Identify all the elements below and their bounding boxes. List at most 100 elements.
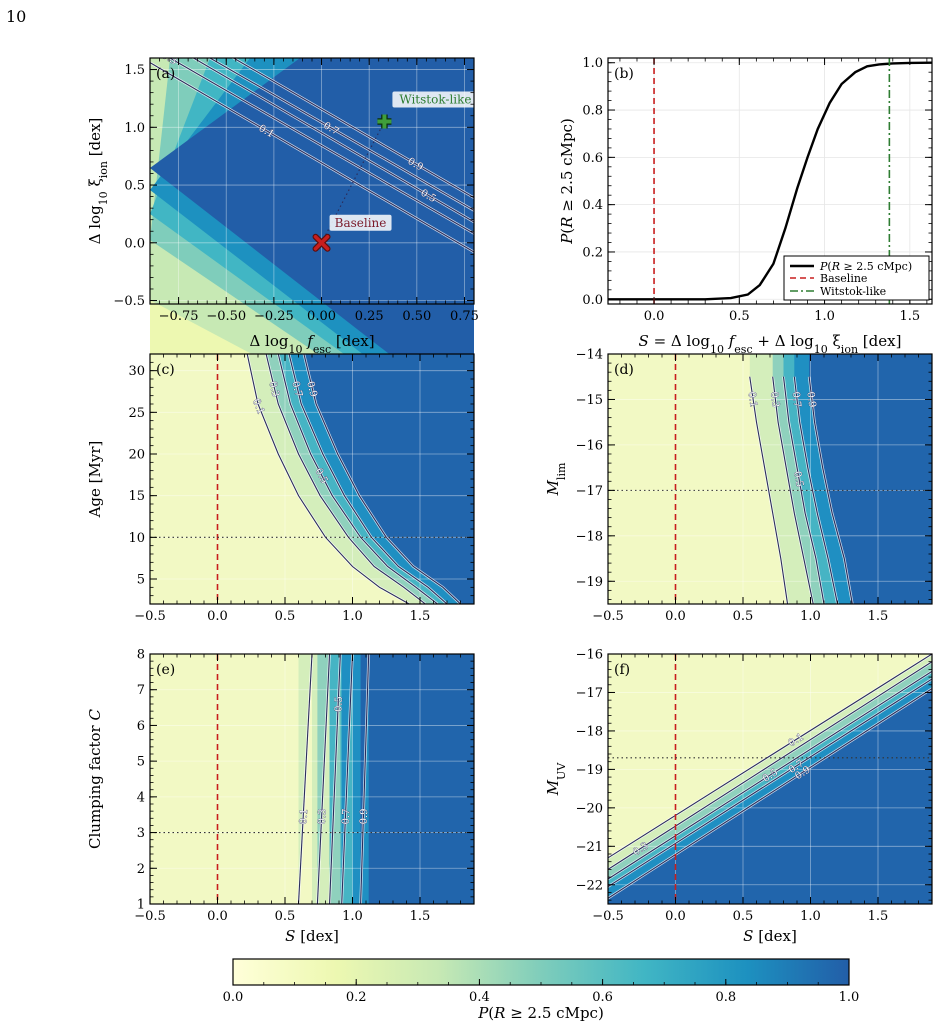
panel-a-axes: −0.75 −0.50 −0.25 0.00 0.25 0.50 0.75 −0.5 0.0 0.… bbox=[86, 57, 479, 356]
panel-c-ylabel: Age [Myr] bbox=[86, 441, 104, 519]
panel-d-xtick-label: 1.0 bbox=[800, 609, 821, 624]
panel-c-ytick-label: 25 bbox=[128, 406, 145, 421]
panel-a-ytick-label: 0.0 bbox=[124, 236, 145, 251]
panel-a-xtick-label: 0.50 bbox=[402, 309, 431, 324]
panel-c-contour-0.3 bbox=[265, 354, 426, 604]
witstok-label-box bbox=[392, 91, 479, 108]
panel-a-high-region bbox=[150, 58, 474, 420]
panel-d-contours: 0.1 0.3 0.5 0.7 0.9 bbox=[745, 376, 854, 604]
panel-a-contour-0.9 bbox=[232, 58, 474, 199]
panel-f-ytick-label: −19 bbox=[576, 763, 603, 778]
panel-c-contour-label: 0.3 bbox=[266, 380, 280, 398]
panel-e-ytick-label: 6 bbox=[137, 719, 145, 734]
panel-c-ytick-label: 20 bbox=[128, 448, 145, 463]
panel-b: 0.0 0.5 1.0 1.5 0.0 0.2 0.4 0.6 0.8 1.0 S = Δ log1… bbox=[558, 56, 933, 356]
panel-c-contour-0.9 bbox=[303, 354, 461, 604]
panel-a-contour-0.7 bbox=[208, 58, 474, 211]
panel-f-ytick-label: −17 bbox=[576, 686, 603, 701]
panel-d-ytick-label: −15 bbox=[576, 393, 603, 408]
colorbar-tick-label: 0.2 bbox=[346, 990, 367, 1005]
panel-d-ylabel: Mlim bbox=[544, 462, 568, 496]
panel-f-grid bbox=[608, 654, 932, 904]
panel-e-ylabel: Clumping factor C bbox=[86, 709, 104, 849]
legend-entry-baseline-label: Baseline bbox=[820, 272, 867, 285]
panel-e-ytick-label: 7 bbox=[137, 683, 145, 698]
panel-c-label: (c) bbox=[156, 362, 175, 378]
panel-c-contour-0.5 bbox=[277, 354, 438, 604]
colorbar-tick-label: 0.6 bbox=[592, 990, 613, 1005]
panel-c: 0.10.30.50.7 0.9 −0.5 0.0 0.5 1.0 1.5 5 10 15 20 25… bbox=[86, 353, 475, 624]
panel-d-label: (d) bbox=[614, 362, 634, 378]
colorbar-label: P(R ≥ 2.5 cMpc) bbox=[477, 1004, 604, 1022]
panel-e-ytick-label: 5 bbox=[137, 755, 145, 770]
panel-f-xtick-label: 0.0 bbox=[665, 909, 686, 924]
panel-c-contours: 0.10.30.50.7 0.9 bbox=[245, 354, 462, 604]
panel-c-ytick-label: 10 bbox=[128, 531, 145, 546]
panel-a-label: (a) bbox=[156, 66, 175, 82]
panel-e-contours: 0.1 0.3 0.5 0.7 0.9 bbox=[297, 654, 370, 904]
panel-e-axes: −0.5 0.0 0.5 1.0 1.5 1 2 3 4 5 6 7 8 Clumping factor … bbox=[86, 648, 474, 945]
panel-a-xtick-label: 0.75 bbox=[450, 309, 479, 324]
panel-e-contour-label: 0.7 bbox=[341, 808, 353, 824]
panel-d-contour-0.9 bbox=[808, 376, 853, 604]
colorbar: 0.0 0.2 0.4 0.6 0.8 1.0 P(R ≥ 2.5 cMpc) bbox=[223, 958, 860, 1022]
panel-a-ytick-label: 1.5 bbox=[124, 63, 145, 78]
baseline-label: Baseline bbox=[335, 216, 387, 230]
colorbar-tick-label: 0.8 bbox=[715, 990, 736, 1005]
panel-f-ytick-label: −21 bbox=[576, 840, 603, 855]
panel-d-contour-0.3 bbox=[772, 376, 814, 604]
panel-c-xtick-label: 0.5 bbox=[275, 609, 296, 624]
panel-e-ytick-label: 2 bbox=[137, 862, 145, 877]
panel-f-label: (f) bbox=[614, 662, 630, 678]
panel-f-ytick-label: −16 bbox=[576, 648, 603, 663]
panel-e-contour-0.9 bbox=[360, 654, 370, 904]
panel-e-contour-label: 0.1 bbox=[298, 808, 310, 824]
panel-d-contour-0.7 bbox=[793, 376, 839, 604]
panel-e-contour-label: 0.5 bbox=[333, 696, 345, 712]
panel-c-axes: −0.5 0.0 0.5 1.0 1.5 5 10 15 20 25 30 Age [Myr] bbox=[86, 353, 474, 624]
panel-d-ytick-label: −18 bbox=[576, 529, 603, 544]
panel-d-axes: −0.5 0.0 0.5 1.0 1.5 −19 −18 −17 −16 −15 −14 Mlim bbox=[544, 348, 932, 624]
panel-c-heatmap bbox=[150, 354, 474, 604]
panel-d-contour-label: 0.1 bbox=[746, 391, 759, 408]
panel-a-markers: Baseline Witstok-like bbox=[312, 91, 479, 252]
colorbar-tick-label: 1.0 bbox=[839, 990, 860, 1005]
panel-d-contour-0.5 bbox=[782, 376, 825, 604]
panel-b-frame bbox=[607, 57, 933, 305]
panel-d-ytick-label: −17 bbox=[576, 484, 603, 499]
probability-curve bbox=[608, 61, 933, 301]
panel-e-ytick-label: 1 bbox=[137, 898, 145, 913]
panel-e-contour-0.7 bbox=[341, 654, 354, 904]
panel-f-xtick-label: 1.5 bbox=[868, 909, 889, 924]
panel-d-xtick-label: 0.5 bbox=[733, 609, 754, 624]
panel-c-band-0.9 bbox=[303, 354, 474, 604]
panel-c-contour-0.1 bbox=[246, 354, 410, 604]
panel-d-ytick-label: −16 bbox=[576, 438, 603, 453]
panel-a-ytick-label: 1.0 bbox=[124, 121, 145, 136]
panel-d-ytick-label: −14 bbox=[576, 348, 603, 363]
panel-f-xtick-label: 0.5 bbox=[733, 909, 754, 924]
panel-f-xtick-label: 1.0 bbox=[800, 909, 821, 924]
witstok-marker bbox=[377, 114, 392, 129]
colorbar-tick-label: 0.0 bbox=[223, 990, 244, 1005]
panel-f-contour-0.3 bbox=[608, 661, 932, 870]
panel-d-contour-label: 0.9 bbox=[804, 391, 817, 408]
panel-e-xtick-label: 1.0 bbox=[342, 909, 363, 924]
panel-b-axes: 0.0 0.5 1.0 1.5 0.0 0.2 0.4 0.6 0.8 1.0 S = Δ log1… bbox=[558, 56, 932, 356]
panel-e-xtick-label: 0.0 bbox=[207, 909, 228, 924]
panel-b-xtick-label: 0.5 bbox=[729, 309, 750, 324]
panel-a-xtick-label: 0.00 bbox=[307, 309, 336, 324]
panel-e-contour-0.5 bbox=[329, 654, 341, 904]
panel-b-xtick-label: 0.0 bbox=[644, 309, 665, 324]
panel-e-xtick-label: 0.5 bbox=[275, 909, 296, 924]
panel-c-contour-label: 0.9 bbox=[304, 380, 318, 398]
panel-a-xlabel: Δ log10 fesc [dex] bbox=[249, 332, 374, 356]
panel-d-contour-label: 0.3 bbox=[768, 391, 781, 408]
panel-c-xtick-label: 1.0 bbox=[342, 609, 363, 624]
panel-f-heatmap bbox=[608, 654, 932, 904]
panel-e-xtick-label: 1.5 bbox=[410, 909, 431, 924]
panel-e-xtick-label: −0.5 bbox=[134, 909, 166, 924]
panel-f-ylabel: MUV bbox=[544, 762, 568, 797]
panel-f-contour-0.7 bbox=[608, 678, 932, 888]
